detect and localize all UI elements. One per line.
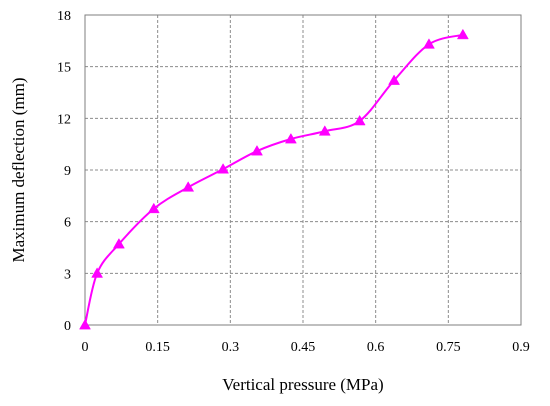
x-tick-label: 0.15: [145, 340, 170, 355]
y-tick-label: 18: [57, 9, 71, 24]
data-point-marker: [91, 267, 104, 278]
x-tick-label: 0.75: [436, 340, 461, 355]
series-line: [84, 33, 464, 326]
grid-lines: [85, 15, 521, 325]
y-tick-label: 9: [64, 164, 71, 179]
data-point-marker: [318, 125, 331, 136]
data-point-marker: [388, 74, 401, 85]
x-tick-label: 0.9: [512, 340, 530, 355]
data-point-marker: [456, 28, 469, 40]
y-tick-label: 12: [57, 112, 71, 127]
data-point-marker: [423, 38, 435, 49]
series-layer: [79, 28, 469, 330]
tick-labels: 0 0.15 0.3 0.45 0.6 0.75 0.9 0 3 6 9 12 15 18: [57, 9, 530, 355]
data-point-marker: [353, 114, 366, 126]
x-tick-label: 0.3: [222, 340, 240, 355]
x-tick-label: 0.45: [291, 340, 316, 355]
data-point-marker: [182, 181, 195, 192]
data-point-marker: [79, 318, 91, 330]
x-axis-title: Vertical pressure (MPa): [222, 375, 383, 394]
y-tick-label: 15: [57, 61, 71, 76]
plot-frame: [84, 14, 522, 326]
y-axis-title: Maximum deflection (mm): [9, 77, 28, 262]
data-point-marker: [217, 163, 229, 174]
data-point-marker: [284, 132, 297, 144]
data-point-marker: [147, 202, 160, 214]
x-tick-label: 0.6: [367, 340, 385, 355]
y-tick-label: 0: [64, 319, 71, 334]
y-tick-label: 3: [64, 267, 71, 282]
data-point-marker: [251, 145, 263, 156]
y-tick-label: 6: [64, 216, 71, 231]
data-point-marker: [112, 238, 125, 249]
x-tick-label: 0: [82, 340, 89, 355]
